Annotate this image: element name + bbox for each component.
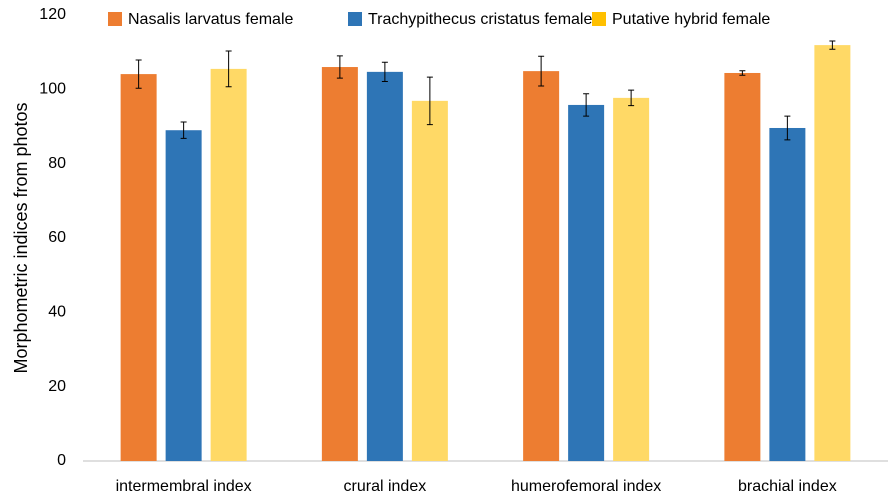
error-bar <box>225 50 232 88</box>
error-bar <box>583 93 590 117</box>
bar <box>523 71 560 461</box>
x-tick-label: humerofemoral index <box>511 478 661 495</box>
error-bar <box>336 55 343 79</box>
y-tick-label: 0 <box>57 452 66 469</box>
error-bar <box>784 115 791 141</box>
x-tick-label: intermembral index <box>116 478 252 495</box>
bar <box>366 71 403 462</box>
y-axis-label: Morphometric indices from photos <box>11 102 31 373</box>
error-bar <box>739 70 746 76</box>
y-tick-label: 120 <box>39 6 66 23</box>
bar <box>769 127 806 461</box>
bar <box>568 104 605 462</box>
y-tick-label: 60 <box>48 229 66 246</box>
x-tick-label: crural index <box>344 478 427 495</box>
legend-label: Putative hybrid female <box>612 11 770 28</box>
error-bar <box>829 40 836 50</box>
error-bar <box>135 59 142 89</box>
y-tick-label: 20 <box>48 378 66 395</box>
legend-swatch <box>348 12 362 26</box>
bar <box>814 45 851 461</box>
bar <box>120 74 157 461</box>
x-tick-label: brachial index <box>738 478 837 495</box>
legend-swatch <box>592 12 606 26</box>
error-bar <box>381 61 388 83</box>
legend-label: Trachypithecus cristatus female <box>368 11 592 28</box>
error-bar <box>628 89 635 107</box>
error-bar <box>538 55 545 87</box>
error-bar <box>426 76 433 126</box>
legend-swatch <box>108 12 122 26</box>
bar <box>210 68 247 462</box>
y-tick-label: 40 <box>48 304 66 321</box>
y-tick-label: 80 <box>48 155 66 172</box>
bar <box>411 100 448 461</box>
y-tick-label: 100 <box>39 81 66 98</box>
legend-label: Nasalis larvatus female <box>128 11 294 28</box>
bar <box>613 97 650 462</box>
bar <box>165 130 202 461</box>
bar <box>321 67 358 462</box>
error-bar <box>180 121 187 139</box>
bar <box>724 72 761 461</box>
